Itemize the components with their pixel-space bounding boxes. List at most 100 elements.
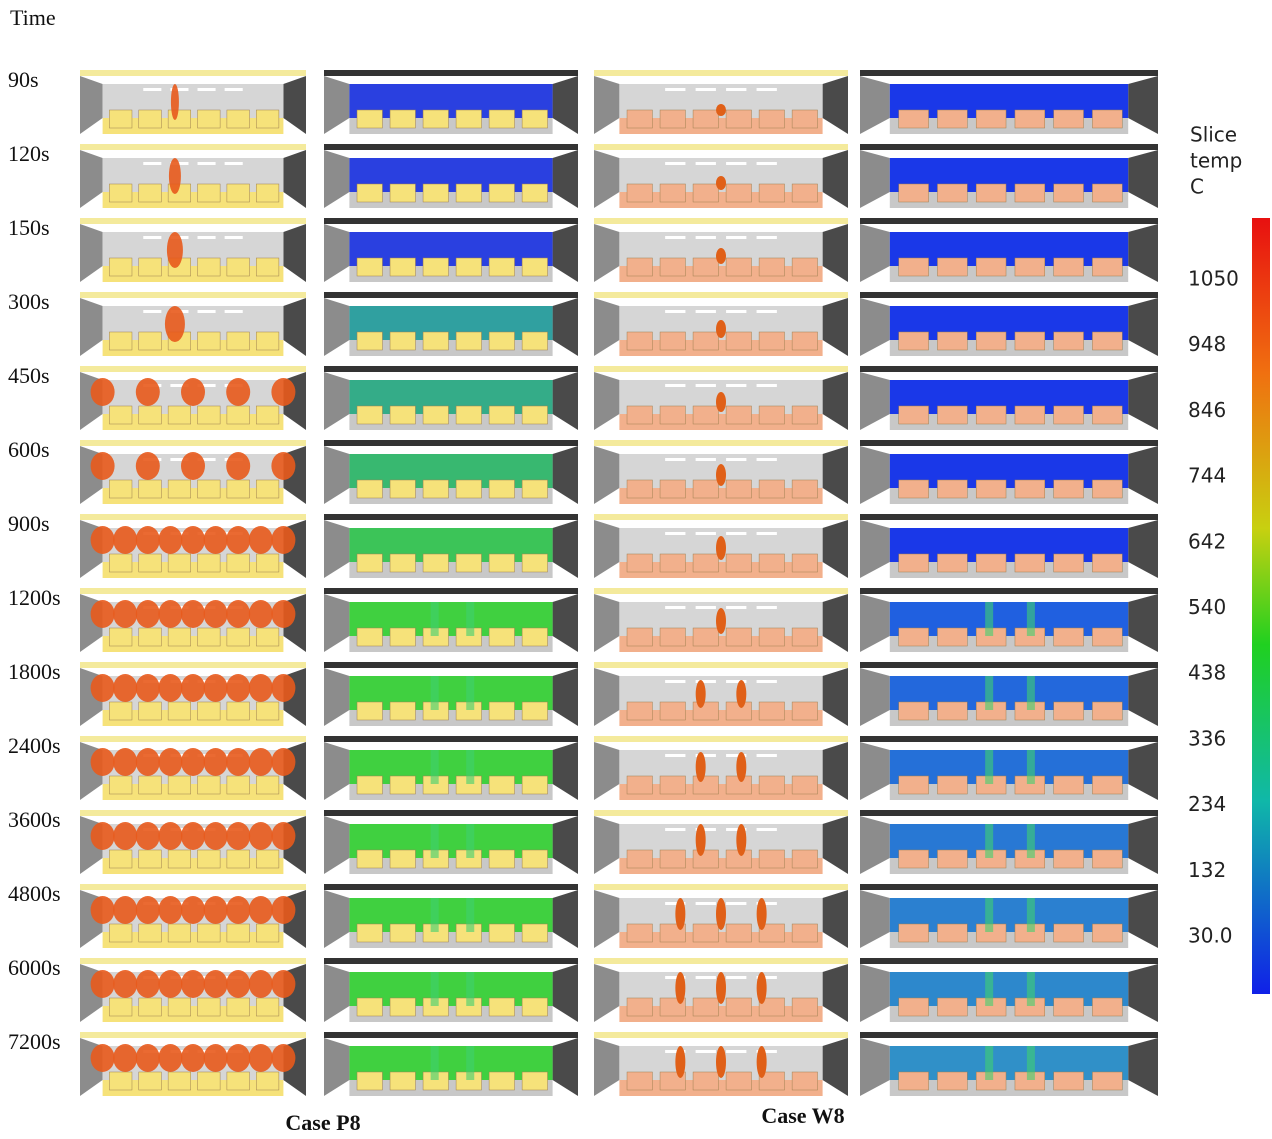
desk [937,924,967,942]
ceiling [324,662,578,668]
colorbar-title: temp [1190,149,1242,173]
right-wall [823,150,848,208]
right-wall [1128,964,1158,1022]
flame [158,1044,182,1072]
desk [693,924,718,942]
right-wall [1128,150,1158,208]
left-wall [860,520,890,578]
hot-column [431,898,439,932]
hot-column [1027,824,1035,858]
desk [198,702,221,720]
flame [226,378,250,406]
right-wall [553,816,578,874]
ceiling [594,514,848,520]
flame [675,972,685,1004]
desk [627,332,652,350]
desk [198,998,221,1016]
colorbar-tick-label: 336 [1188,726,1226,750]
flame [113,748,137,776]
window [726,162,746,165]
desk [627,850,652,868]
left-wall [324,594,349,652]
hot-column [466,602,474,636]
right-wall [823,742,848,800]
window [696,976,716,979]
time-label: 450s [8,363,50,388]
flame [716,898,726,930]
left-wall [860,150,890,208]
flame [736,824,746,856]
window [696,902,716,905]
right-wall [1128,298,1158,356]
flame [271,1044,295,1072]
right-wall [1128,76,1158,134]
ceiling [324,736,578,742]
flame [91,822,115,850]
right-wall [823,816,848,874]
desk [423,332,448,350]
desk [256,924,279,942]
flame [716,320,726,338]
desk [139,924,162,942]
desk [1092,258,1122,276]
window [757,606,777,609]
ceiling [594,736,848,742]
desk [139,480,162,498]
flame [136,674,160,702]
flame [158,748,182,776]
hot-column [431,750,439,784]
desk [660,702,685,720]
desk [1092,850,1122,868]
desk [198,628,221,646]
desk [937,480,967,498]
flame [271,378,295,406]
left-wall [860,890,890,948]
right-wall [823,446,848,504]
desk [357,332,382,350]
case-label: Case P8 [285,1110,360,1135]
desk [1092,406,1122,424]
hot-column [466,676,474,710]
desk [693,702,718,720]
desk [139,1072,162,1090]
desk [899,480,929,498]
flame [158,896,182,924]
window [726,310,746,313]
desk [423,554,448,572]
desk [1054,554,1084,572]
desk [227,554,250,572]
flame [181,970,205,998]
right-wall [553,372,578,430]
desk [489,998,514,1016]
hot-column [985,1046,993,1080]
desk [1015,258,1045,276]
desk [1092,628,1122,646]
desk [627,1072,652,1090]
flame [181,674,205,702]
flame [716,608,726,634]
flame [675,1046,685,1078]
right-wall [283,76,306,134]
desk [627,184,652,202]
flame [716,464,726,486]
colorbar-tick-label: 846 [1188,398,1226,422]
right-wall [553,742,578,800]
desk [198,184,221,202]
desk [456,480,481,498]
desk [390,480,415,498]
desk [198,1072,221,1090]
right-wall [1128,668,1158,726]
desk [109,702,132,720]
flame [249,600,273,628]
desk [899,184,929,202]
ceiling [860,514,1158,520]
desk [357,110,382,128]
desk [937,332,967,350]
desk [168,702,191,720]
desk [726,628,751,646]
desk [522,406,547,424]
window [198,310,216,313]
left-wall [324,372,349,430]
left-wall [594,372,619,430]
right-wall [553,76,578,134]
